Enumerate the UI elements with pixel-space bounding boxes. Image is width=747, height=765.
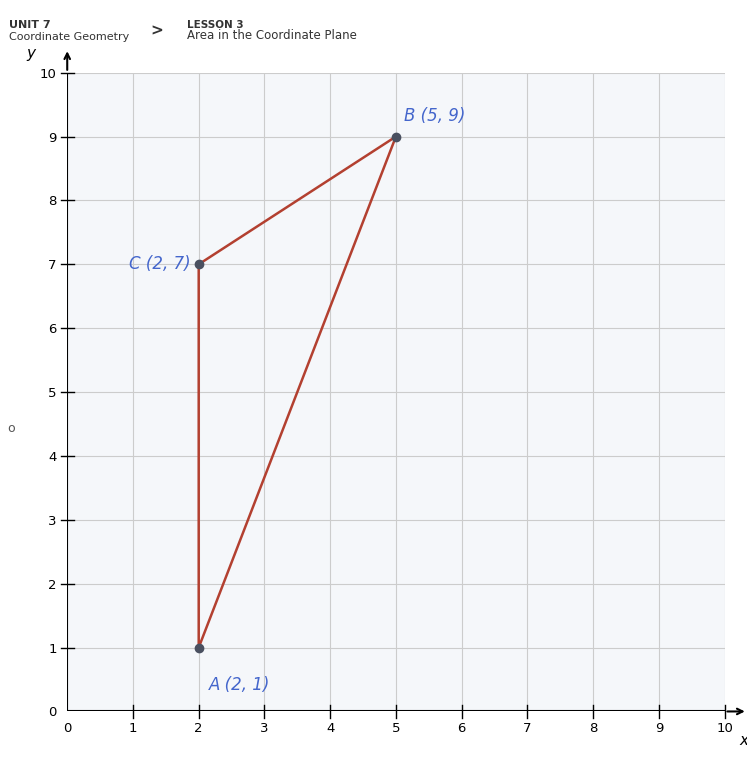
Text: UNIT 7: UNIT 7 — [9, 20, 51, 30]
Text: y: y — [27, 46, 36, 61]
Text: A (2, 1): A (2, 1) — [208, 676, 270, 695]
Text: >: > — [150, 24, 164, 38]
Text: LESSON 3: LESSON 3 — [187, 20, 244, 30]
Text: Area in the Coordinate Plane: Area in the Coordinate Plane — [187, 29, 356, 42]
Text: x: x — [740, 733, 747, 747]
Text: o: o — [7, 422, 15, 435]
Text: C (2, 7): C (2, 7) — [129, 256, 190, 273]
Text: B (5, 9): B (5, 9) — [404, 107, 465, 125]
Text: Coordinate Geometry: Coordinate Geometry — [9, 32, 129, 42]
